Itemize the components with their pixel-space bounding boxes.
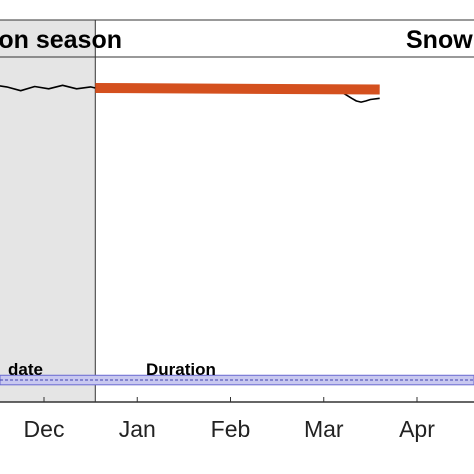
duration-label: Duration xyxy=(146,360,216,379)
region-bg-0 xyxy=(0,20,96,402)
region-label-left: on season xyxy=(0,26,122,54)
x-tick-label: Mar xyxy=(304,416,344,442)
axes xyxy=(0,19,474,403)
x-tick-labels: Dec Jan Feb Mar Apr xyxy=(24,397,435,442)
date-label: date xyxy=(8,360,43,379)
series-line-2 xyxy=(95,83,380,95)
x-tick-label: Jan xyxy=(119,416,156,442)
series-line-0 xyxy=(0,84,96,92)
x-tick-label: Dec xyxy=(24,416,65,442)
series-layer xyxy=(0,83,380,103)
x-tick-label: Apr xyxy=(399,416,435,442)
region-labels: on season Snow xyxy=(0,26,473,54)
region-label-right: Snow xyxy=(406,26,473,54)
x-tick-label: Feb xyxy=(211,416,251,442)
data-band xyxy=(0,374,474,386)
region-bg-1 xyxy=(95,20,380,402)
annotation-labels: date Duration xyxy=(8,360,216,379)
season-regions xyxy=(0,20,474,402)
